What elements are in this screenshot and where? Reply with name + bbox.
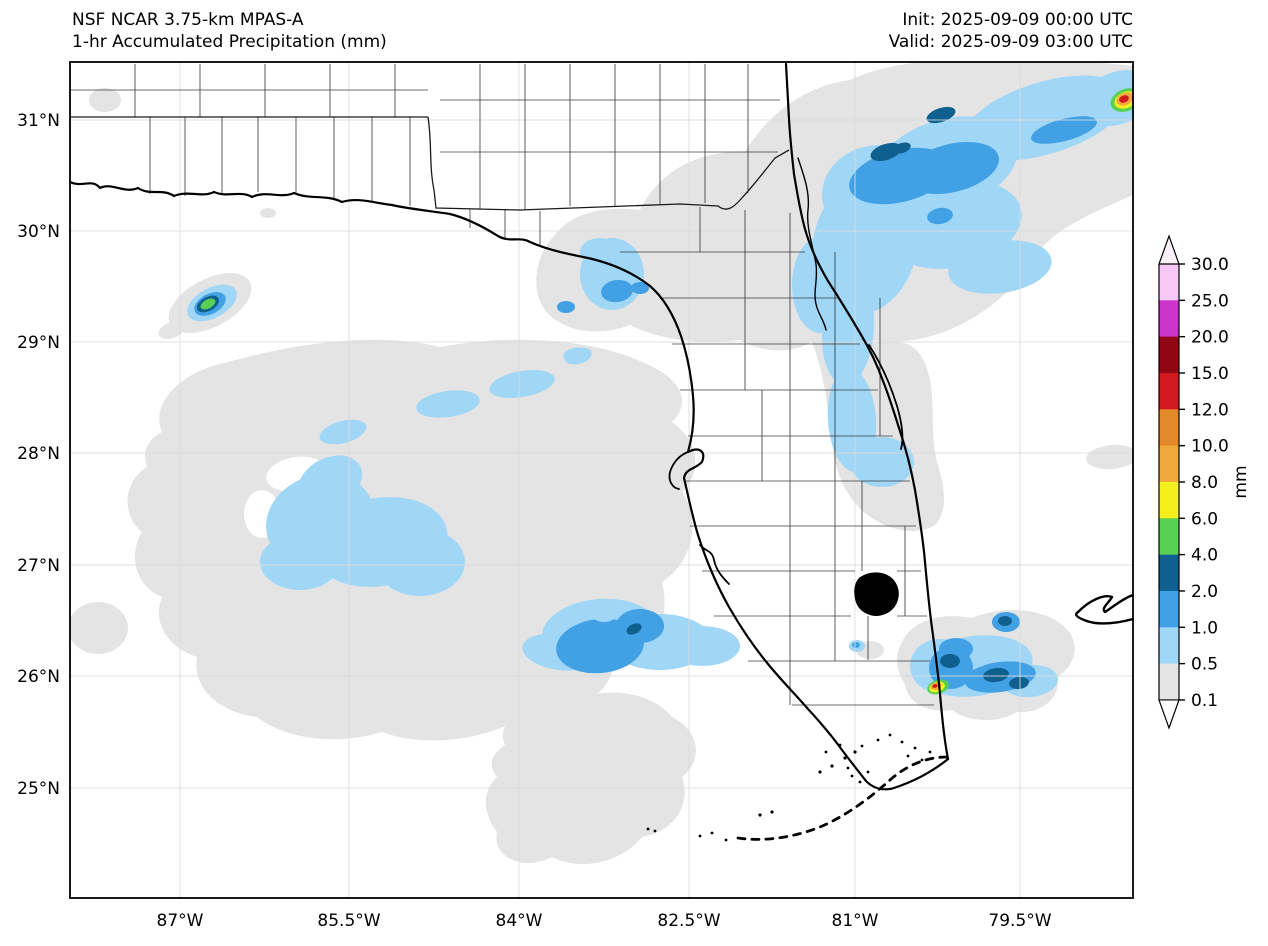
colorbar-tick-label: 0.5 [1191,655,1218,675]
latitude-axis-labels: 31°N 30°N 29°N 28°N 27°N 26°N 25°N [17,111,60,799]
lon-tick-label: 81°W [832,911,879,931]
precip-contour-med [557,301,575,313]
precip-contour-dark [998,616,1012,626]
colorbar-tick-label: 30.0 [1191,255,1229,275]
precip-contour-gray [68,602,128,654]
colorbar-tick-label: 6.0 [1191,509,1218,529]
valid-time-label: Valid: 2025-09-09 03:00 UTC [889,32,1133,52]
figure-svg: NSF NCAR 3.75-km MPAS-A 1-hr Accumulated… [0,0,1268,946]
precip-contour-med [852,642,860,648]
lat-tick-label: 28°N [17,444,60,464]
precipitation-shading-layer [68,59,1164,864]
colorbar-band [1159,409,1179,446]
precip-contour-light [375,528,465,596]
precip-colorbar: 30.0 25.0 20.0 15.0 12.0 10.0 8.0 6.0 4.0 2.0 1.0 0… [1159,236,1229,728]
colorbar-band [1159,482,1179,519]
colorbar-tick-label: 4.0 [1191,546,1218,566]
lake-okeechobee [855,573,898,615]
lat-tick-label: 29°N [17,333,60,353]
lat-tick-label: 25°N [17,779,60,799]
lat-tick-label: 31°N [17,111,60,131]
lon-tick-label: 79.5°W [988,911,1051,931]
florida-keys-arc [738,757,947,839]
colorbar-under-arrow [1159,700,1179,728]
model-title: NSF NCAR 3.75-km MPAS-A [72,10,304,30]
colorbar-tick-label: 10.0 [1191,437,1229,457]
precip-contour-gray [486,693,696,865]
colorbar-band [1159,627,1179,664]
colorbar-tick-label: 0.1 [1191,691,1218,711]
colorbar-band [1159,373,1179,410]
lat-tick-label: 27°N [17,556,60,576]
precip-contour-gray [260,208,276,218]
lon-tick-label: 82.5°W [657,911,720,931]
colorbar-tick-label: 25.0 [1191,291,1229,311]
colorbar-tick-label: 2.0 [1191,582,1218,602]
precip-contour-light [591,604,617,622]
init-time-label: Init: 2025-09-09 00:00 UTC [902,10,1133,30]
colorbar-band [1159,555,1179,592]
product-title: 1-hr Accumulated Precipitation (mm) [72,32,387,52]
colorbar-tick-label: 8.0 [1191,473,1218,493]
precip-contour-light [260,534,340,590]
weather-map-figure: NSF NCAR 3.75-km MPAS-A 1-hr Accumulated… [0,0,1268,946]
lon-tick-label: 87°W [157,911,204,931]
lat-tick-label: 30°N [17,222,60,242]
colorbar-tick-label: 15.0 [1191,364,1229,384]
precip-contour-light [792,237,848,333]
colorbar-band [1159,337,1179,374]
colorbar-band [1159,446,1179,483]
colorbar-band [1159,518,1179,555]
colorbar-tick-label: 20.0 [1191,328,1229,348]
grand-bahama-island [1076,595,1133,623]
colorbar-band [1159,591,1179,628]
colorbar-tick-label: 12.0 [1191,400,1229,420]
colorbar-tick-label: 1.0 [1191,618,1218,638]
colorbar-over-arrow [1159,236,1179,264]
precip-contour-gray [89,88,121,112]
lat-tick-label: 26°N [17,667,60,687]
precip-contour-light [664,626,740,666]
colorbar-band [1159,300,1179,337]
longitude-axis-labels: 87°W 85.5°W 84°W 82.5°W 81°W 79.5°W [157,911,1052,931]
colorbar-band [1159,264,1179,301]
precip-contour-gray [1085,443,1139,471]
precip-contour-dark [940,654,960,668]
colorbar-unit-label: mm [1231,465,1251,498]
lon-tick-label: 84°W [496,911,543,931]
county-lines-north [70,64,428,117]
lon-tick-label: 85.5°W [317,911,380,931]
colorbar-band [1159,664,1179,701]
